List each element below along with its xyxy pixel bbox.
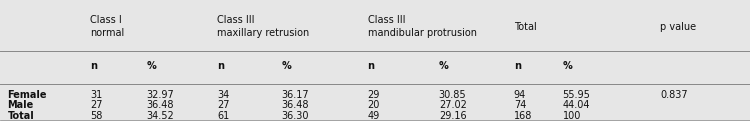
Text: n: n bbox=[514, 61, 520, 71]
Text: 36.30: 36.30 bbox=[281, 111, 309, 121]
Text: 74: 74 bbox=[514, 100, 526, 110]
Text: 100: 100 bbox=[562, 111, 580, 121]
Text: 55.95: 55.95 bbox=[562, 90, 590, 100]
Text: Class I
normal: Class I normal bbox=[90, 15, 124, 38]
Text: 20: 20 bbox=[368, 100, 380, 110]
Text: Male: Male bbox=[8, 100, 34, 110]
Text: Class III
mandibular protrusion: Class III mandibular protrusion bbox=[368, 15, 476, 38]
Text: 58: 58 bbox=[90, 111, 102, 121]
Text: %: % bbox=[562, 61, 572, 71]
Text: 27: 27 bbox=[90, 100, 103, 110]
Text: 36.48: 36.48 bbox=[146, 100, 174, 110]
Text: 61: 61 bbox=[217, 111, 229, 121]
Text: %: % bbox=[146, 61, 156, 71]
Text: 27.02: 27.02 bbox=[439, 100, 466, 110]
Text: Class III
maxillary retrusion: Class III maxillary retrusion bbox=[217, 15, 310, 38]
Text: 44.04: 44.04 bbox=[562, 100, 590, 110]
Text: 32.97: 32.97 bbox=[146, 90, 174, 100]
Text: n: n bbox=[368, 61, 374, 71]
Text: Total: Total bbox=[514, 22, 536, 32]
Text: 34.52: 34.52 bbox=[146, 111, 174, 121]
Text: %: % bbox=[439, 61, 448, 71]
Text: 27: 27 bbox=[217, 100, 230, 110]
Text: 36.48: 36.48 bbox=[281, 100, 309, 110]
Text: 49: 49 bbox=[368, 111, 380, 121]
Text: 168: 168 bbox=[514, 111, 532, 121]
Text: 34: 34 bbox=[217, 90, 229, 100]
Text: 94: 94 bbox=[514, 90, 526, 100]
Text: n: n bbox=[90, 61, 97, 71]
Text: 29.16: 29.16 bbox=[439, 111, 466, 121]
Text: n: n bbox=[217, 61, 224, 71]
Text: Total: Total bbox=[8, 111, 34, 121]
Text: 30.85: 30.85 bbox=[439, 90, 466, 100]
Text: p value: p value bbox=[660, 22, 696, 32]
Text: 36.17: 36.17 bbox=[281, 90, 309, 100]
Text: Female: Female bbox=[8, 90, 47, 100]
Text: 29: 29 bbox=[368, 90, 380, 100]
Text: 0.837: 0.837 bbox=[660, 90, 688, 100]
Text: 31: 31 bbox=[90, 90, 102, 100]
Text: %: % bbox=[281, 61, 291, 71]
